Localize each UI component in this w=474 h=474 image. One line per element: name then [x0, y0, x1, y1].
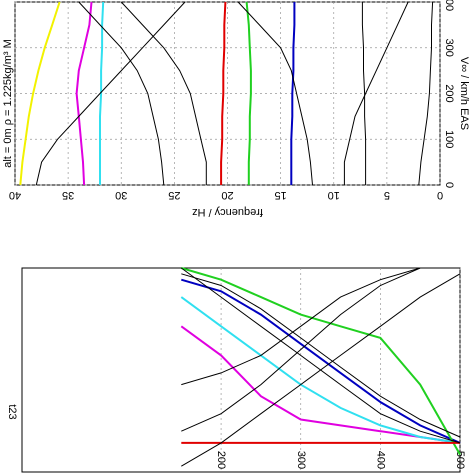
- series-line: [418, 1, 434, 186]
- x-tick-label: 300: [295, 451, 307, 469]
- series-line: [361, 2, 367, 185]
- series-line: [75, 1, 93, 186]
- series-line: [78, 1, 165, 186]
- y-tick-label: 0: [443, 182, 455, 188]
- series-line: [220, 1, 227, 185]
- series-line: [181, 267, 461, 444]
- series-line: [237, 1, 313, 186]
- series-line: [181, 273, 461, 438]
- x-axis-label: frequency / Hz: [192, 206, 263, 218]
- series-line: [245, 1, 252, 185]
- x-tick-label: 20: [221, 189, 233, 201]
- x-tick-label: 40: [9, 189, 21, 201]
- annotation: t23: [6, 404, 18, 419]
- series-line: [19, 1, 61, 186]
- x-tick-label: 35: [62, 189, 74, 201]
- series-line: [181, 273, 461, 467]
- series-line: [180, 296, 461, 444]
- x-tick-label: 10: [328, 189, 340, 201]
- series-line: [181, 267, 461, 455]
- y-tick-label: 300: [443, 39, 455, 57]
- x-tick-label: 25: [168, 189, 180, 201]
- x-tick-label: 30: [115, 189, 127, 201]
- series-line: [343, 1, 409, 185]
- series-line: [99, 1, 105, 185]
- x-tick-label: 15: [275, 189, 287, 201]
- series-line: [181, 267, 460, 386]
- x-tick-label: 500: [454, 451, 466, 469]
- x-tick-label: 400: [374, 451, 386, 469]
- series-line: [35, 1, 186, 186]
- series-line: [120, 1, 207, 185]
- series-line: [181, 267, 460, 432]
- x-tick-label: 5: [384, 189, 390, 201]
- y-tick-label: 400: [443, 0, 455, 11]
- plot-frame: [21, 267, 461, 473]
- series-line: [180, 325, 461, 444]
- series-line: [290, 2, 296, 185]
- y-axis-label: V∞ / km/h EAS: [458, 57, 470, 130]
- series-line: [181, 278, 461, 444]
- x-tick-label: 0: [437, 189, 443, 201]
- annotation: alt = 0m ρ = 1.225kg/m³ M: [2, 39, 14, 168]
- x-tick-label: 200: [215, 451, 227, 469]
- y-tick-label: 200: [443, 84, 455, 102]
- y-tick-label: 100: [443, 130, 455, 148]
